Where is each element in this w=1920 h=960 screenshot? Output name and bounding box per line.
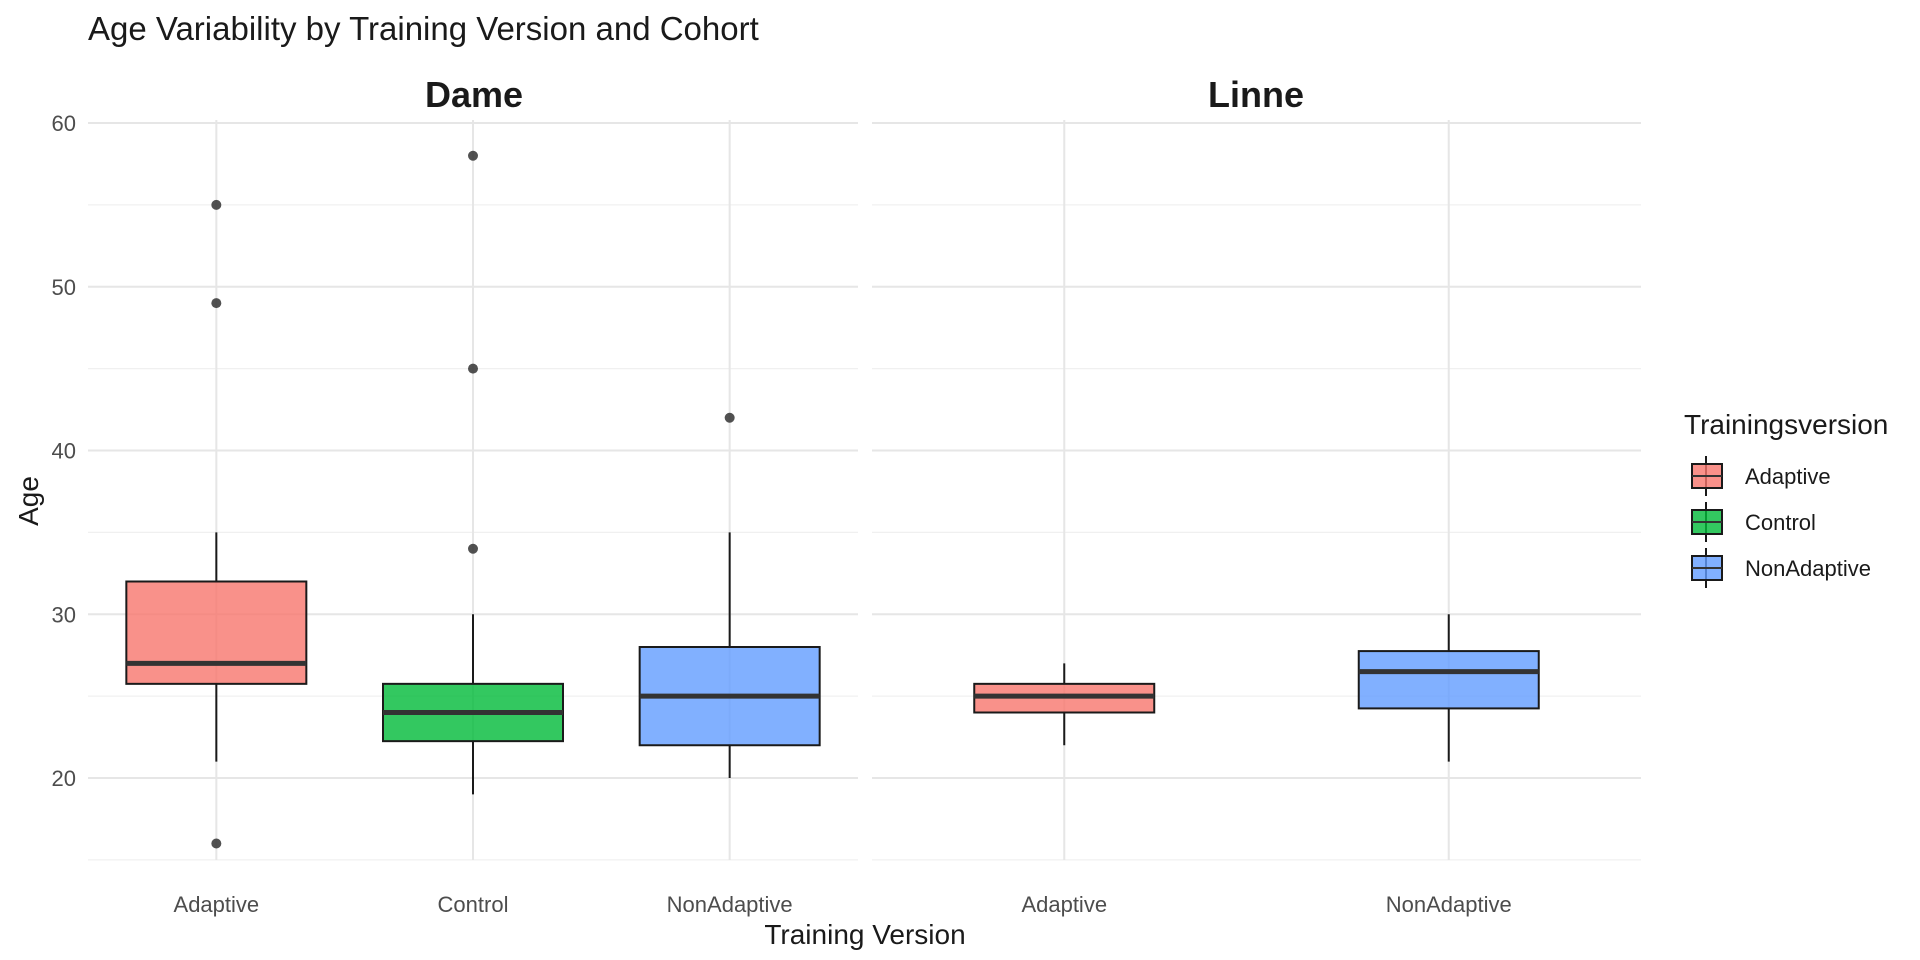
x-tick-label: Control <box>438 892 509 917</box>
outlier-point <box>468 364 478 374</box>
x-tick-label: Adaptive <box>1021 892 1107 917</box>
legend-key-nonadaptive: NonAdaptive <box>1692 548 1871 588</box>
outlier-point <box>725 413 735 423</box>
outlier-point <box>211 839 221 849</box>
box-linne-adaptive <box>974 663 1154 745</box>
x-tick-label: NonAdaptive <box>667 892 793 917</box>
y-axis-title: Age <box>13 476 44 526</box>
outlier-point <box>468 151 478 161</box>
outlier-point <box>211 200 221 210</box>
outlier-point <box>468 544 478 554</box>
y-axis-tick-labels: 20 30 40 50 60 <box>52 111 76 791</box>
y-tick-label: 40 <box>52 439 76 464</box>
y-tick-label: 20 <box>52 766 76 791</box>
legend-key-adaptive: Adaptive <box>1692 456 1831 496</box>
y-tick-label: 60 <box>52 111 76 136</box>
facet-panel-linne: Adaptive NonAdaptive <box>872 120 1641 917</box>
legend-label: NonAdaptive <box>1745 556 1871 581</box>
outlier-point <box>211 298 221 308</box>
y-tick-label: 30 <box>52 602 76 627</box>
legend: Trainingsversion Adaptive Control NonAdapt… <box>1684 409 1888 588</box>
facet-title-linne: Linne <box>1208 74 1304 115</box>
facet-title-dame: Dame <box>425 74 523 115</box>
x-axis-title: Training Version <box>764 919 965 950</box>
legend-title: Trainingsversion <box>1684 409 1888 440</box>
box-iqr <box>1359 651 1539 708</box>
legend-label: Adaptive <box>1745 464 1831 489</box>
legend-label: Control <box>1745 510 1816 535</box>
y-tick-label: 50 <box>52 275 76 300</box>
box-linne-nonadaptive <box>1359 614 1539 761</box>
chart-title: Age Variability by Training Version and … <box>88 10 759 47</box>
legend-key-control: Control <box>1692 502 1816 542</box>
facet-panel-dame: Adaptive Control NonAdaptive <box>88 120 858 917</box>
box-iqr <box>126 582 306 684</box>
x-tick-label: Adaptive <box>174 892 260 917</box>
x-tick-label: NonAdaptive <box>1386 892 1512 917</box>
